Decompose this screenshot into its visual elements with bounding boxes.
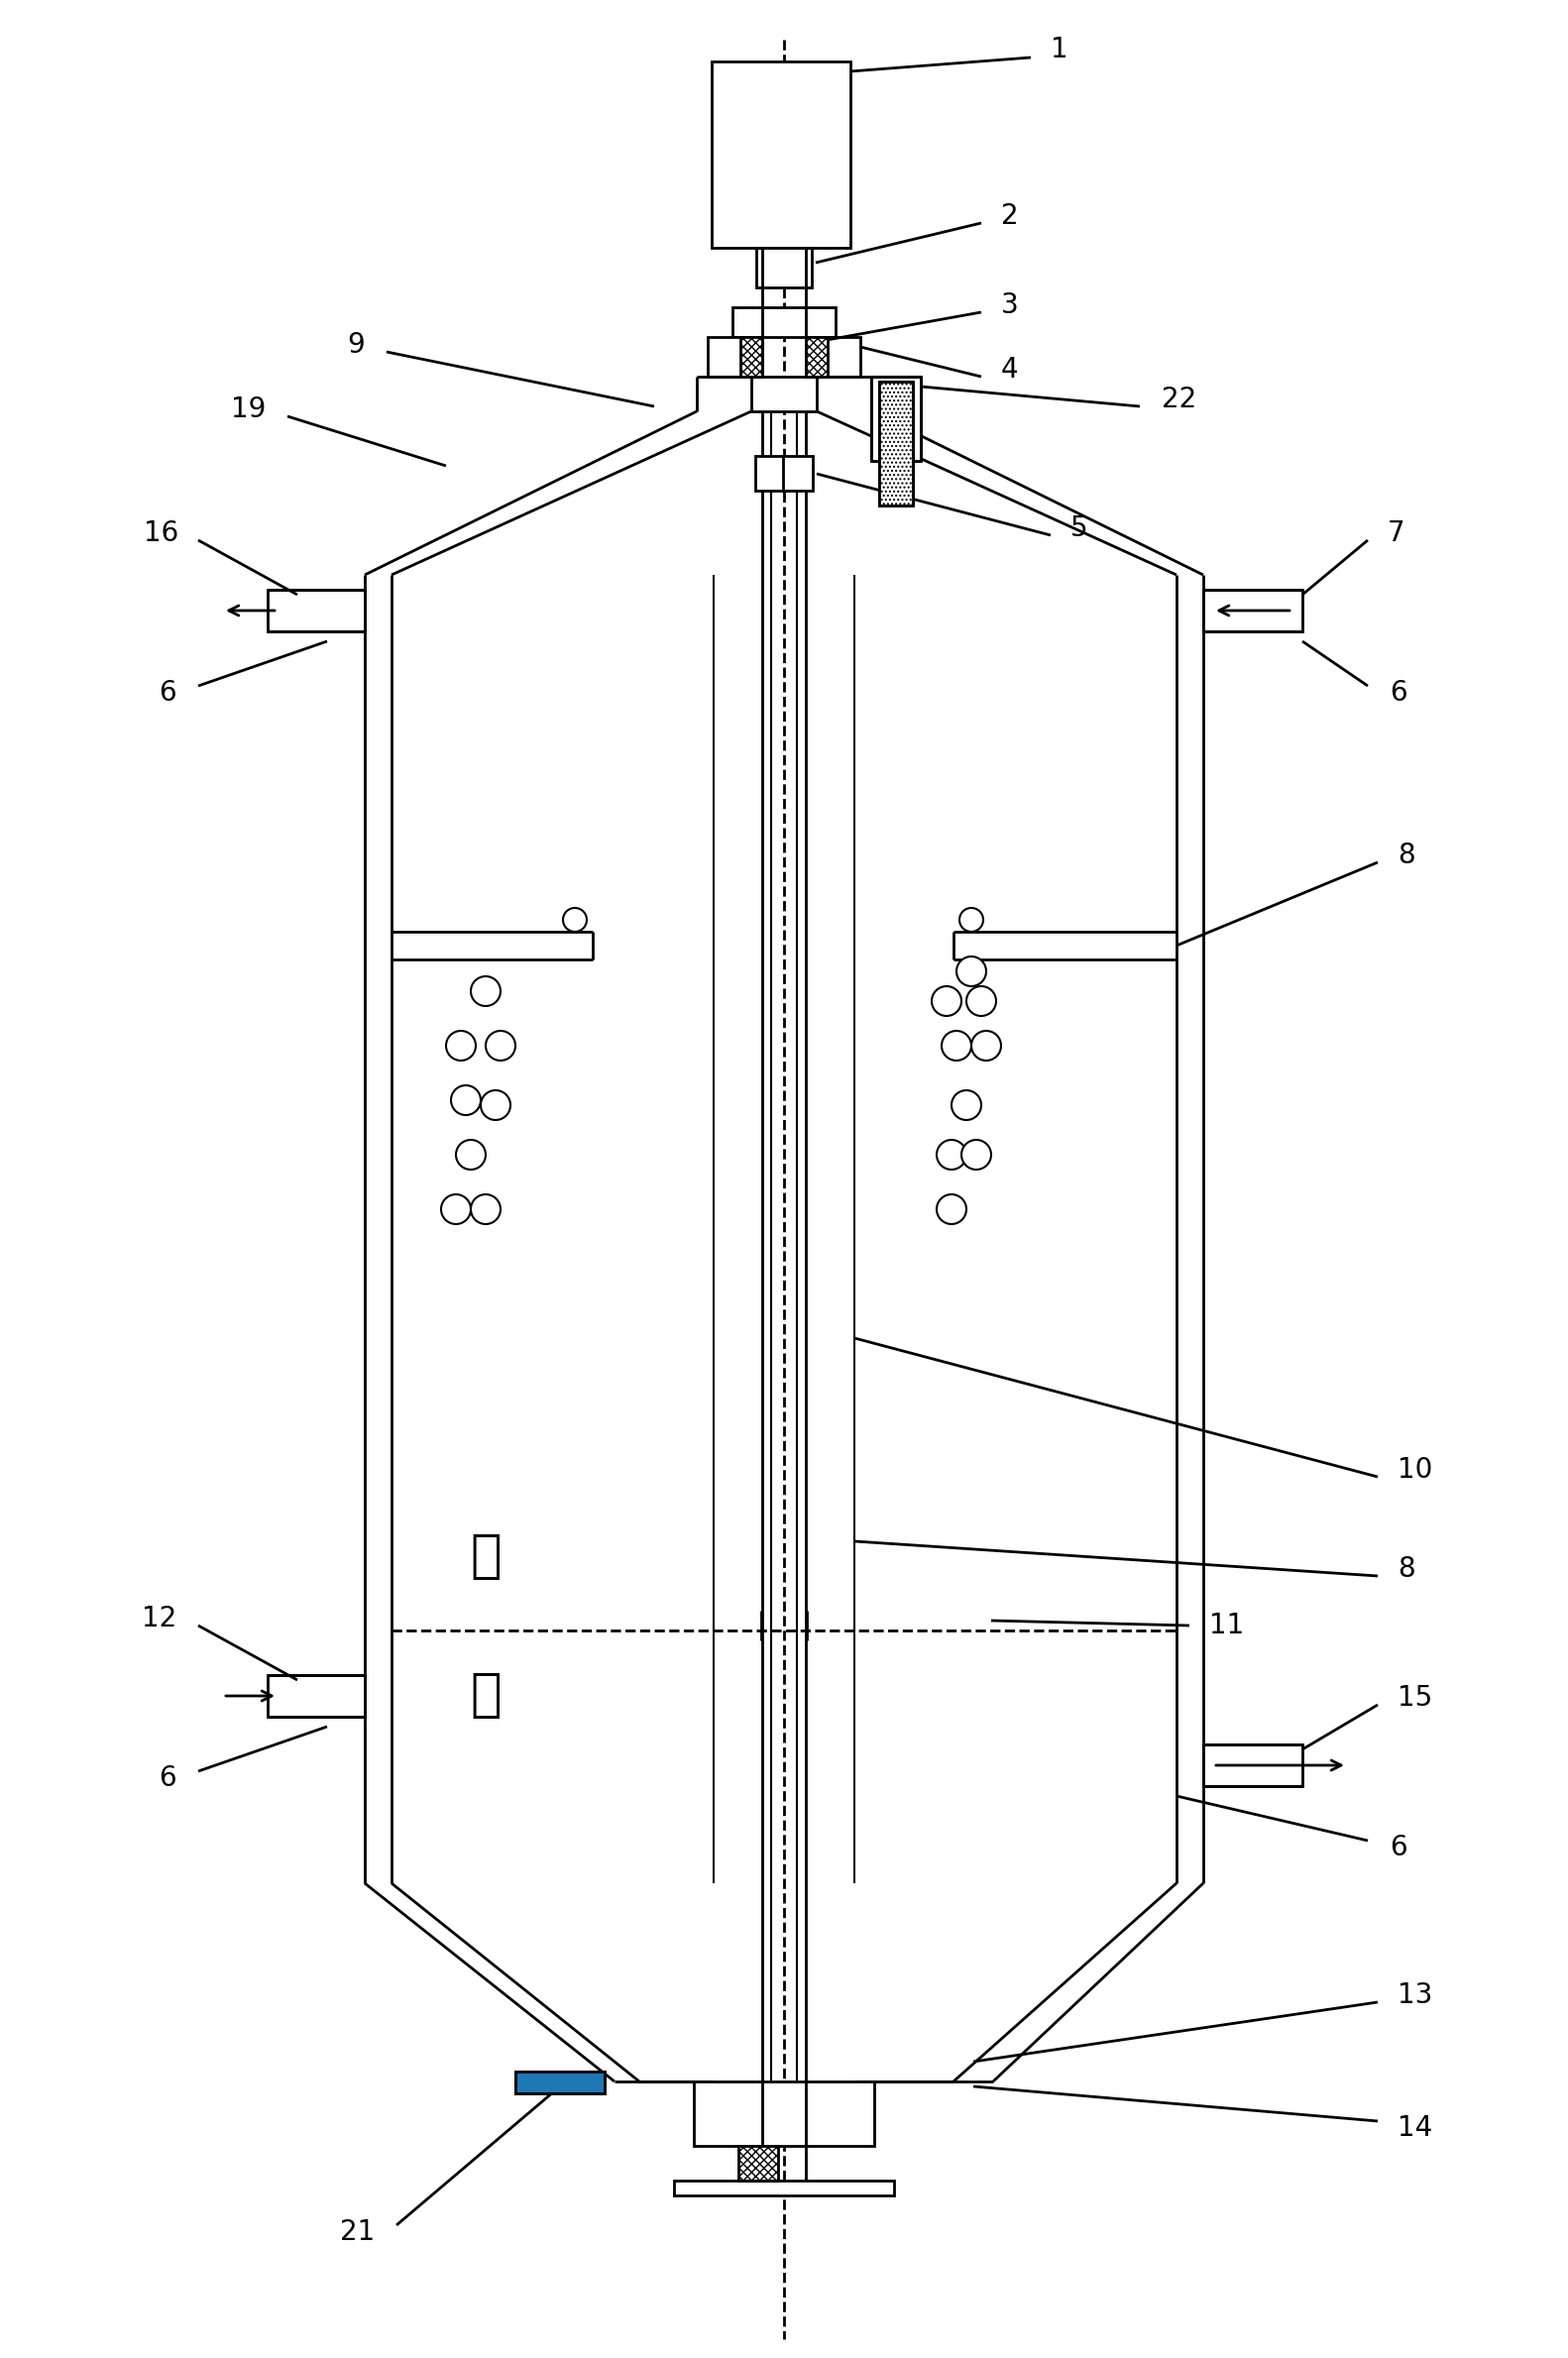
- Text: 16: 16: [143, 519, 179, 547]
- Text: 6: 6: [158, 679, 177, 707]
- Circle shape: [470, 976, 500, 1007]
- Text: 13: 13: [1397, 1981, 1433, 2009]
- Bar: [707, 337, 762, 377]
- Text: 12: 12: [141, 1606, 177, 1632]
- Bar: [712, 61, 850, 248]
- Circle shape: [456, 1139, 486, 1170]
- Text: 19: 19: [230, 396, 265, 422]
- Circle shape: [452, 1085, 481, 1115]
- Bar: [693, 2082, 875, 2146]
- Bar: [674, 2181, 894, 2195]
- Circle shape: [445, 1030, 475, 1061]
- Text: 7: 7: [1388, 519, 1405, 547]
- Bar: [756, 248, 812, 288]
- Circle shape: [486, 1030, 516, 1061]
- Bar: [782, 455, 812, 490]
- Circle shape: [956, 957, 986, 986]
- Circle shape: [966, 986, 996, 1016]
- Bar: [740, 337, 762, 377]
- Bar: [732, 307, 836, 337]
- Bar: [1203, 1745, 1303, 1785]
- Text: 3: 3: [1000, 292, 1019, 318]
- Text: 5: 5: [1071, 514, 1088, 542]
- Text: 8: 8: [1397, 842, 1414, 870]
- Circle shape: [936, 1196, 966, 1224]
- Circle shape: [481, 1089, 511, 1120]
- Text: 1: 1: [1051, 35, 1068, 64]
- Text: 14: 14: [1397, 2115, 1433, 2141]
- Bar: [268, 590, 365, 632]
- Text: 4: 4: [1000, 356, 1019, 384]
- Bar: [751, 377, 817, 410]
- Bar: [516, 2073, 605, 2094]
- Bar: [1203, 590, 1303, 632]
- Text: 10: 10: [1397, 1455, 1433, 1483]
- Text: 6: 6: [1389, 1835, 1406, 1860]
- Text: 21: 21: [340, 2219, 375, 2247]
- Circle shape: [470, 1196, 500, 1224]
- Circle shape: [961, 1139, 991, 1170]
- Text: 2: 2: [1000, 203, 1019, 231]
- Circle shape: [971, 1030, 1000, 1061]
- Bar: [880, 382, 913, 505]
- Bar: [880, 382, 913, 505]
- Bar: [872, 377, 920, 460]
- Text: 11: 11: [1209, 1611, 1243, 1639]
- Bar: [756, 455, 786, 490]
- Text: 9: 9: [347, 330, 365, 358]
- Bar: [739, 2146, 778, 2181]
- Circle shape: [952, 1089, 982, 1120]
- Circle shape: [960, 908, 983, 931]
- Bar: [516, 2073, 605, 2094]
- Bar: [806, 337, 828, 377]
- Bar: [268, 1674, 365, 1717]
- Circle shape: [441, 1196, 470, 1224]
- Circle shape: [931, 986, 961, 1016]
- Text: 油: 油: [470, 1530, 502, 1582]
- Text: 6: 6: [1389, 679, 1406, 707]
- Text: 22: 22: [1162, 387, 1196, 413]
- Text: 6: 6: [158, 1764, 177, 1792]
- Text: 15: 15: [1397, 1684, 1433, 1712]
- Bar: [806, 337, 861, 377]
- Circle shape: [563, 908, 586, 931]
- Text: 8: 8: [1397, 1556, 1414, 1582]
- Text: 水: 水: [470, 1669, 502, 1721]
- Circle shape: [936, 1139, 966, 1170]
- Circle shape: [942, 1030, 971, 1061]
